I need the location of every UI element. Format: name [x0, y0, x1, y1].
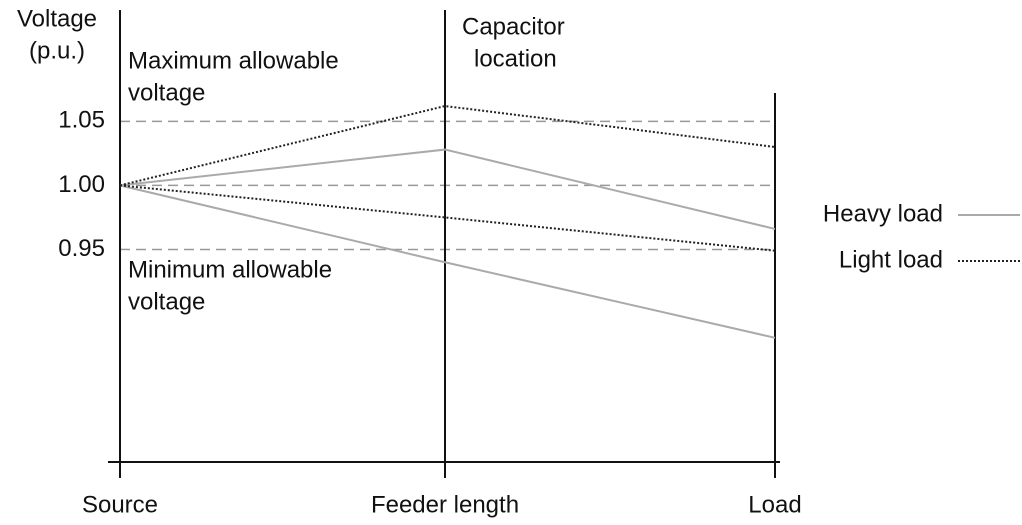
x-tick-label: Load: [748, 491, 801, 518]
annotation: Maximum allowable: [128, 47, 339, 74]
annotation: location: [474, 45, 557, 72]
annotation: Minimum allowable: [128, 256, 332, 283]
x-tick-label: Source: [82, 491, 158, 518]
x-tick-label: Feeder length: [371, 491, 519, 518]
y-axis-label: (p.u.): [29, 37, 85, 64]
legend-label: Light load: [839, 246, 943, 273]
y-tick-label: 1.05: [58, 107, 105, 134]
legend-label: Heavy load: [823, 200, 943, 227]
series-line: [119, 148, 776, 230]
series-line: [119, 184, 776, 339]
annotation: Capacitor: [462, 13, 565, 40]
y-tick-label: 1.00: [58, 171, 105, 198]
annotation: voltage: [128, 79, 205, 106]
series-line: [119, 184, 776, 252]
y-tick-label: 0.95: [58, 235, 105, 262]
annotation: voltage: [128, 288, 205, 315]
y-axis-label: Voltage: [17, 5, 97, 32]
series-line: [119, 105, 776, 187]
